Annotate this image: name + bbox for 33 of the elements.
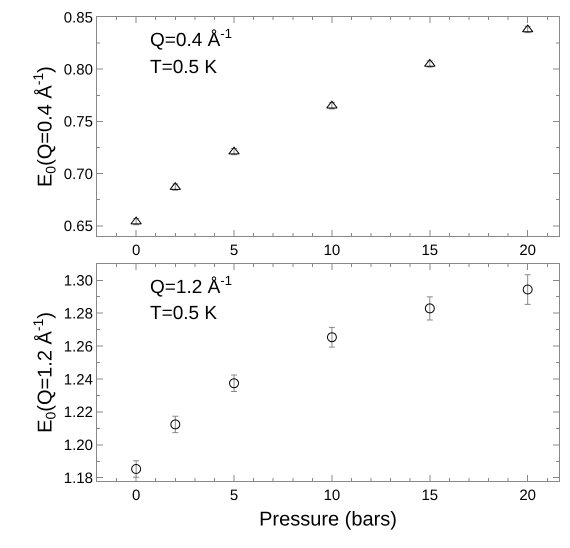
- point: [522, 284, 533, 295]
- x-axis-title: Pressure (bars): [259, 508, 397, 530]
- annotation: T=0.5 K: [150, 57, 218, 78]
- y-tick-label: 1.26: [64, 338, 93, 356]
- x-tick-label: 0: [132, 242, 140, 260]
- annotation: Q=0.4 Å$^{-1}$: [150, 26, 232, 51]
- annotation: T=0.5 K: [150, 303, 218, 324]
- point: [229, 378, 240, 388]
- point: [326, 332, 337, 342]
- y-tick-label: 0.70: [64, 166, 93, 183]
- x-tick-label: 15: [421, 242, 438, 260]
- x-tick-label: 20: [519, 487, 536, 504]
- point: [131, 464, 142, 474]
- y-tick-label: 1.30: [64, 272, 93, 290]
- y-tick-label: 0.80: [64, 61, 93, 78]
- point: [424, 303, 435, 314]
- y-tick-label: 0.65: [64, 218, 93, 236]
- x-tick-label: 0: [132, 487, 140, 504]
- x-tick-label: 10: [324, 242, 340, 260]
- x-tick-label: 15: [421, 487, 438, 504]
- annotation: Q=1.2 Å$^{-1}$: [150, 273, 232, 298]
- point: [170, 419, 180, 430]
- y-tick-label: 1.28: [64, 305, 93, 322]
- y-tick-label: 0.85: [64, 9, 93, 26]
- x-tick-label: 5: [230, 487, 238, 504]
- x-tick-label: 10: [324, 487, 340, 504]
- y-tick-label: 1.18: [64, 470, 93, 487]
- x-tick-label: 20: [519, 242, 536, 260]
- y-tick-label: 1.20: [64, 437, 93, 454]
- x-tick-label: 5: [230, 242, 238, 260]
- y-tick-label: 0.75: [64, 114, 93, 131]
- y-tick-label: 1.24: [64, 371, 93, 388]
- y-tick-label: 1.22: [64, 404, 93, 422]
